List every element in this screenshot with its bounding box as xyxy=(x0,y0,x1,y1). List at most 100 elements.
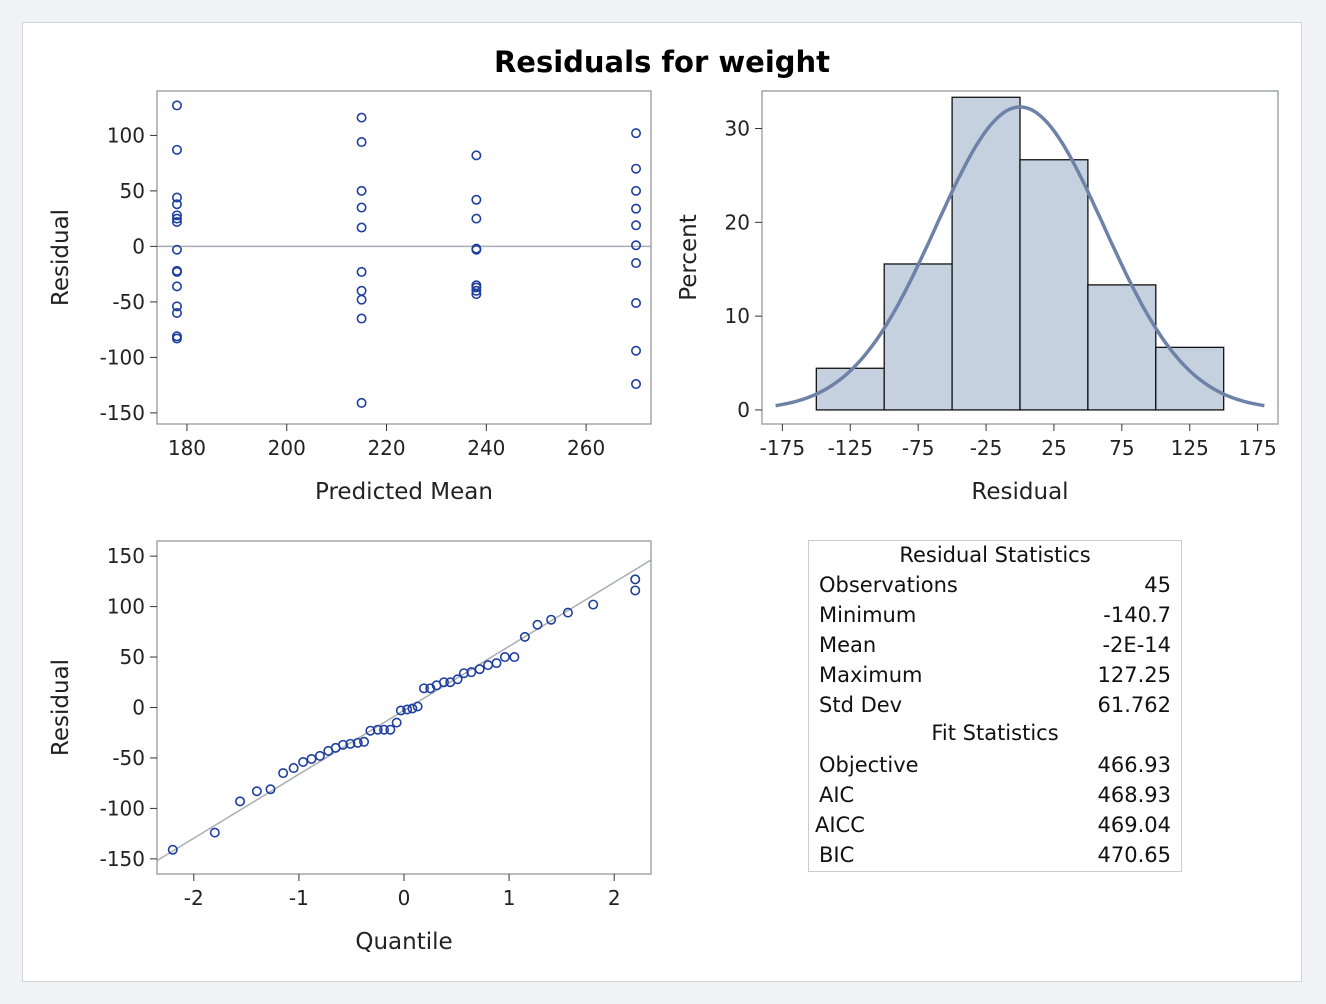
qq-point xyxy=(562,607,573,618)
qq-point xyxy=(278,768,289,779)
qq-point xyxy=(395,705,406,716)
residual-point xyxy=(171,307,182,318)
y-tick-label: 20 xyxy=(725,210,750,234)
qq-point xyxy=(491,658,502,669)
x-tick-label: 125 xyxy=(1171,436,1209,460)
stat-row: Minimum -140.7 xyxy=(819,603,1171,631)
residual-point xyxy=(171,244,182,255)
qq-point xyxy=(546,614,557,625)
residual-statistics-title: Residual Statistics xyxy=(899,543,1091,567)
qq-point xyxy=(251,786,262,797)
x-tick-label: 75 xyxy=(1109,436,1134,460)
histogram-bar xyxy=(1019,159,1089,411)
residual-point xyxy=(471,244,482,255)
y-tick-label: -100 xyxy=(100,796,145,820)
qq-point xyxy=(630,585,641,596)
stat-row: AICC 469.04 xyxy=(815,813,1171,841)
y-tick-label: -150 xyxy=(100,401,145,425)
residual-point xyxy=(171,192,182,203)
residual-point xyxy=(171,213,182,224)
histogram-bar xyxy=(1087,284,1157,411)
qq-point xyxy=(418,683,429,694)
x-tick-label: 1 xyxy=(503,886,516,910)
y-tick-label: 50 xyxy=(120,645,145,669)
qq-point xyxy=(438,677,449,688)
qq-point xyxy=(499,652,510,663)
stat-label: Observations xyxy=(819,573,958,597)
x-tick-label: 260 xyxy=(567,436,605,460)
stat-value: 61.762 xyxy=(1097,693,1171,717)
stat-value: -140.7 xyxy=(1103,603,1171,627)
y-axis-label: Residual xyxy=(48,659,74,756)
residual-point xyxy=(171,199,182,210)
stat-row: Mean -2E-14 xyxy=(819,633,1171,661)
residual-point xyxy=(171,301,182,312)
stat-row: Objective 466.93 xyxy=(819,753,1171,781)
x-tick-label: -125 xyxy=(828,436,873,460)
x-tick-label: 175 xyxy=(1239,436,1277,460)
qq-point xyxy=(306,753,317,764)
qq-point xyxy=(452,674,463,685)
residual-point xyxy=(471,213,482,224)
residual-point xyxy=(471,289,482,300)
qq-point xyxy=(391,717,402,728)
y-axis-label: Percent xyxy=(676,214,702,301)
residual-point xyxy=(631,345,642,356)
x-tick-label: 220 xyxy=(367,436,405,460)
x-tick-label: -25 xyxy=(970,436,1003,460)
histogram-bar xyxy=(951,96,1021,411)
qq-point xyxy=(167,844,178,855)
stat-label: Objective xyxy=(819,753,919,777)
qq-point xyxy=(483,660,494,671)
plot-area-border xyxy=(156,90,652,425)
residual-point xyxy=(631,163,642,174)
residual-point xyxy=(171,144,182,155)
stat-value: 45 xyxy=(1144,573,1171,597)
x-tick-label: 25 xyxy=(1041,436,1066,460)
stat-row: Maximum 127.25 xyxy=(819,663,1171,691)
x-tick-label: 0 xyxy=(398,886,411,910)
residual-point xyxy=(171,216,182,227)
residual-point xyxy=(356,294,367,305)
residual-point xyxy=(631,220,642,231)
residual-point xyxy=(356,202,367,213)
y-tick-label: 0 xyxy=(132,696,145,720)
residual-point xyxy=(631,298,642,309)
qq-point xyxy=(288,763,299,774)
stat-label: BIC xyxy=(819,843,855,867)
stat-row: AIC 468.93 xyxy=(819,783,1171,811)
qq-point xyxy=(352,737,363,748)
residual-point xyxy=(356,397,367,408)
stat-label: Minimum xyxy=(819,603,917,627)
stat-value: 469.04 xyxy=(1097,813,1171,837)
residual-qq-panel: -2 -1 0 1 2 -150 -100 -50 0 50 100 150 Quantile Resid… xyxy=(48,540,652,955)
residual-point xyxy=(631,203,642,214)
residual-point xyxy=(471,285,482,296)
residual-histogram-panel: -175 -125 -75 -25 25 75 125 175 0 10 20 30 Residual P… xyxy=(676,90,1279,505)
stat-value: 470.65 xyxy=(1097,843,1171,867)
histogram-bar xyxy=(1155,346,1225,411)
stat-value: -2E-14 xyxy=(1102,633,1171,657)
residual-point xyxy=(356,137,367,148)
y-tick-label: -100 xyxy=(100,345,145,369)
y-tick-label: 50 xyxy=(120,179,145,203)
residual-point xyxy=(171,100,182,111)
stat-label: Maximum xyxy=(819,663,923,687)
residual-point xyxy=(171,266,182,277)
x-tick-label: -2 xyxy=(184,886,204,910)
x-tick-label: 2 xyxy=(608,886,621,910)
histogram-bar xyxy=(883,263,953,411)
residual-point xyxy=(356,222,367,233)
qq-point xyxy=(458,668,469,679)
residual-point xyxy=(356,112,367,123)
residual-point xyxy=(356,185,367,196)
residual-vs-predicted-panel: 180 200 220 240 260 -150 -100 -50 0 50 100 Predicte… xyxy=(48,90,652,505)
qq-point xyxy=(630,574,641,585)
residual-point xyxy=(631,379,642,390)
x-tick-label: 240 xyxy=(467,436,505,460)
residual-point xyxy=(171,333,182,344)
plot-area-border xyxy=(761,90,1279,425)
residual-point xyxy=(631,258,642,269)
stat-value: 468.93 xyxy=(1097,783,1171,807)
qq-point xyxy=(209,827,220,838)
